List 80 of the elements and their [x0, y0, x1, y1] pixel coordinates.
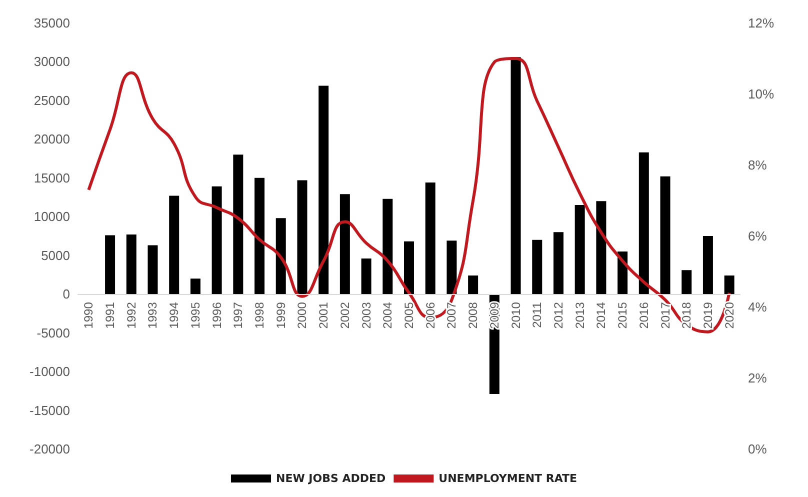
- x-tick-label: 2016: [636, 302, 651, 329]
- x-tick-label: 1990: [82, 302, 96, 329]
- y-tick-label: 15000: [34, 170, 70, 186]
- x-tick-label: 1991: [103, 302, 118, 329]
- x-tick-label: 2001: [316, 302, 331, 329]
- x-tick-label: 2010: [508, 302, 523, 329]
- x-tick-label: 2018: [680, 302, 694, 329]
- x-tick-label: 1992: [124, 302, 138, 329]
- x-tick-label: 2017: [658, 302, 672, 329]
- x-tick-label: 1999: [274, 302, 288, 329]
- y-tick-label: -20000: [30, 442, 70, 456]
- bar: [340, 194, 350, 294]
- bar: [660, 176, 670, 294]
- y-tick-label: 35000: [34, 16, 70, 30]
- x-tick-label: 1995: [188, 302, 202, 329]
- x-tick-label: 2019: [700, 302, 715, 329]
- y-tick-label: 20000: [34, 132, 70, 147]
- x-tick-label: 2013: [572, 302, 587, 329]
- x-tick-label: 1996: [210, 302, 224, 329]
- y-tick-label: -5000: [36, 325, 70, 340]
- x-tick-label: 1993: [146, 302, 160, 329]
- bar: [190, 278, 200, 294]
- x-tick-label: 1998: [252, 302, 267, 329]
- legend-label: UNEMPLOYMENT RATE: [438, 472, 578, 485]
- bar: [532, 240, 542, 294]
- x-tick-label: 2014: [594, 302, 608, 329]
- bar: [126, 234, 136, 294]
- bar: [702, 236, 713, 294]
- bar: [596, 201, 606, 294]
- bar: [169, 196, 180, 294]
- x-tick-label: 2020: [722, 302, 736, 329]
- x-tick-label: 2012: [551, 302, 566, 329]
- y-tick-label: 30000: [34, 54, 70, 70]
- x-tick-label: 2004: [380, 302, 395, 329]
- bar: [510, 57, 521, 294]
- y2-tick-label: 4%: [748, 300, 768, 314]
- x-tick-label: 2011: [530, 302, 544, 328]
- x-tick-label: 1994: [167, 302, 182, 329]
- bar: [574, 205, 585, 294]
- x-tick-label: 2002: [338, 302, 352, 329]
- bar: [318, 86, 329, 294]
- y-tick-label: 10000: [34, 209, 70, 224]
- x-tick-label: 2005: [402, 302, 416, 329]
- y-tick-label: -10000: [30, 364, 70, 380]
- x-tick-label: 2000: [295, 302, 310, 329]
- bar: [638, 152, 649, 294]
- bar: [297, 180, 308, 294]
- y-tick-label: -15000: [30, 402, 70, 418]
- y2-tick-label: 10%: [748, 86, 774, 102]
- y2-tick-label: 0%: [748, 442, 768, 456]
- y-tick-label: 25000: [34, 92, 70, 108]
- y2-tick-label: 2%: [748, 370, 768, 386]
- bar: [361, 258, 372, 294]
- bar: [276, 218, 286, 294]
- x-tick-label: 2015: [616, 302, 630, 329]
- bar: [682, 270, 692, 294]
- y-tick-label: 5000: [41, 248, 70, 263]
- y2-tick-label: 6%: [748, 228, 768, 244]
- x-tick-label: 2006: [423, 302, 438, 329]
- bar: [724, 276, 734, 294]
- bar: [105, 235, 116, 294]
- bar: [404, 241, 414, 294]
- bar: [254, 178, 265, 294]
- bar: [553, 232, 564, 294]
- x-tick-label: 2003: [359, 302, 374, 329]
- x-tick-label: 2007: [444, 302, 459, 329]
- bar: [468, 276, 478, 294]
- y2-tick-label: 8%: [748, 158, 768, 172]
- bar: [425, 182, 436, 294]
- x-tick-label: 1997: [231, 302, 246, 329]
- x-tick-label: 2009: [487, 302, 502, 329]
- y-tick-label: 0: [62, 286, 70, 302]
- bar: [233, 154, 244, 294]
- bar: [382, 198, 393, 294]
- y2-tick-label: 12%: [748, 16, 774, 30]
- x-tick-label: 2008: [466, 302, 480, 329]
- bar: [446, 240, 457, 294]
- legend-label: NEW JOBS ADDED: [276, 472, 386, 485]
- bar: [212, 186, 222, 294]
- bar: [148, 245, 158, 294]
